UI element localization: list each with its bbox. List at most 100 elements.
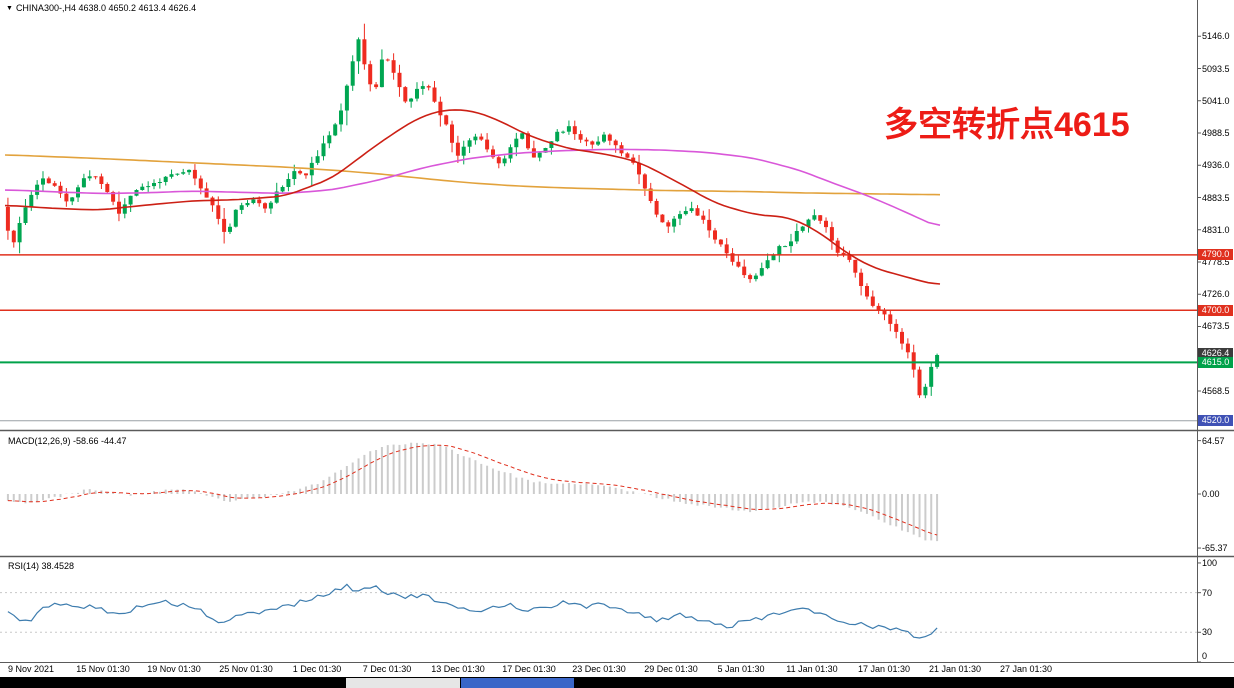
candle-body [806, 219, 811, 227]
candle-body [648, 188, 653, 201]
candle-body [403, 87, 408, 102]
candle-body [596, 141, 601, 145]
candle-body [239, 205, 244, 210]
candle-body [678, 214, 682, 219]
candle-body [695, 208, 700, 216]
candle-body [58, 185, 63, 194]
candle-body [70, 197, 75, 202]
candle-body [222, 218, 227, 232]
candle-body [64, 193, 69, 202]
candle-body [391, 60, 396, 73]
moving-average-slow [4, 154, 941, 196]
candle-body [935, 355, 940, 367]
candle-body [800, 226, 805, 231]
candle-body [771, 255, 776, 261]
candle-body [450, 124, 454, 143]
candle-body [742, 266, 747, 276]
candle-body [683, 211, 688, 215]
candle-body [888, 314, 893, 324]
candle-body [718, 239, 723, 245]
candle-body [905, 343, 910, 353]
candle-body [344, 85, 349, 111]
candle-body [122, 204, 127, 214]
candle-body [140, 186, 145, 190]
candle-body [152, 183, 156, 187]
candle-body [672, 218, 677, 227]
candle-body [251, 199, 256, 203]
candle-body [409, 98, 414, 102]
candle-body [263, 203, 267, 209]
candle-body [847, 254, 852, 260]
candle-body [789, 241, 793, 247]
candle-body [286, 179, 291, 187]
candle-body [327, 135, 332, 144]
candle-body [794, 231, 799, 242]
candle-body [829, 227, 834, 241]
bottom-taskbar-strip [0, 677, 1234, 688]
candle-body [181, 172, 186, 174]
candle-body [362, 39, 367, 65]
candle-body [216, 205, 221, 219]
macd-indicator-label: MACD(12,26,9) -58.66 -44.47 [8, 436, 127, 446]
candle-body [11, 230, 16, 243]
candle-body [157, 182, 162, 183]
candle-body [870, 296, 875, 306]
candle-body [298, 171, 303, 174]
candle-body [333, 124, 338, 136]
candle-body [759, 268, 764, 276]
candle-body [52, 183, 57, 186]
candle-body [356, 39, 361, 62]
candle-body [923, 386, 928, 396]
candle-body [29, 194, 34, 208]
candle-body [426, 86, 431, 88]
candle-body [707, 219, 712, 231]
candle-body [146, 186, 151, 188]
candle-body [41, 178, 45, 185]
candle-body [911, 352, 916, 370]
candle-body [666, 222, 671, 227]
candle-body [496, 157, 501, 164]
candle-body [5, 207, 10, 231]
candle-body [508, 147, 513, 159]
candle-body [198, 178, 203, 189]
candle-body [438, 101, 443, 116]
candle-body [35, 184, 40, 195]
candle-body [900, 331, 904, 344]
candle-body [379, 59, 384, 88]
candle-body [543, 148, 548, 153]
candle-body [374, 84, 379, 88]
candle-body [637, 162, 641, 175]
candle-body [128, 195, 133, 205]
candle-body [689, 208, 694, 211]
candle-body [339, 110, 343, 125]
candle-body [111, 192, 116, 202]
candle-body [561, 131, 566, 133]
candle-body [631, 157, 636, 163]
candle-body [87, 176, 92, 179]
candle-body [882, 310, 887, 315]
candle-body [204, 188, 209, 198]
candle-body [257, 199, 262, 204]
moving-average-mid [4, 148, 941, 226]
candle-body [17, 223, 22, 243]
candle-body [549, 141, 554, 148]
candle-body [555, 131, 560, 142]
annotation-text: 多空转折点4615 [884, 106, 1130, 144]
candle-body [865, 286, 869, 297]
taskbar-segment [346, 678, 460, 688]
candle-body [432, 87, 437, 102]
candle-body [730, 253, 735, 262]
candle-body [233, 209, 238, 227]
candle-body [753, 275, 758, 280]
candle-body [23, 207, 28, 223]
candle-body [491, 149, 495, 158]
candle-body [526, 133, 530, 149]
symbol-ohlc-text: CHINA300-,H4 4638.0 4650.2 4613.4 4626.4 [15, 3, 197, 13]
candle-body [479, 136, 484, 140]
candle-body [292, 171, 297, 179]
candle-body [192, 169, 197, 179]
candle-body [654, 201, 659, 215]
candle-body [824, 220, 828, 228]
candle-body [228, 226, 232, 232]
